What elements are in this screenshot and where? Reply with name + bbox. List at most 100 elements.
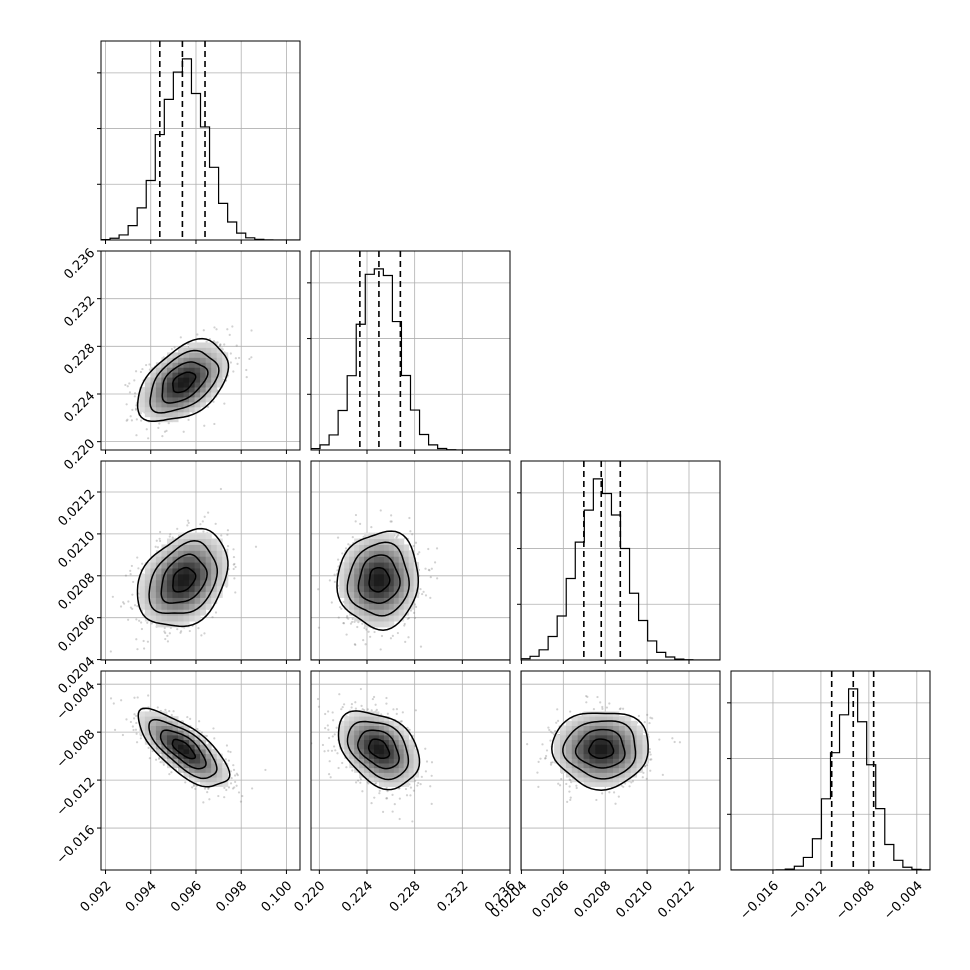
- density-cell: [349, 734, 355, 741]
- sample-point: [162, 763, 165, 766]
- density-cell: [373, 777, 380, 783]
- density-cell: [194, 544, 201, 551]
- density-cell: [200, 544, 207, 551]
- contour-level-0: [368, 567, 391, 593]
- density-cell: [172, 597, 179, 604]
- density-cell: [200, 372, 207, 378]
- density-cell: [178, 734, 185, 741]
- density-cell: [194, 532, 201, 540]
- density-cell: [216, 377, 223, 383]
- density-cell: [211, 538, 218, 545]
- density-cell: [155, 567, 162, 575]
- density-cell: [344, 591, 350, 598]
- density-cell: [205, 362, 212, 368]
- density-cell: [189, 777, 196, 783]
- sample-point: [232, 555, 236, 559]
- density-cell: [155, 367, 162, 373]
- sample-point: [140, 621, 143, 624]
- density-cell: [172, 391, 179, 398]
- sample-point: [131, 593, 134, 596]
- density-cell: [161, 725, 168, 731]
- sample-point: [120, 699, 123, 702]
- sample-point: [147, 471, 149, 473]
- density-cell: [369, 716, 375, 722]
- sample-point: [251, 787, 254, 790]
- sample-point: [133, 395, 136, 398]
- density-cell: [166, 730, 173, 736]
- sample-point: [133, 379, 136, 382]
- sample-point: [133, 713, 136, 716]
- density-cell: [369, 573, 375, 581]
- density-cell: [344, 730, 350, 736]
- density-cell: [205, 567, 212, 575]
- density-cell: [369, 725, 375, 731]
- density-cell: [369, 562, 375, 569]
- density-cell: [359, 739, 365, 745]
- density-cell: [183, 615, 190, 622]
- sample-point: [230, 777, 233, 780]
- sample-point: [217, 794, 220, 798]
- sample-point: [186, 715, 189, 719]
- density-cell: [211, 781, 218, 787]
- density-cell: [211, 391, 218, 398]
- sample-point: [186, 519, 190, 522]
- density-cell: [189, 573, 196, 581]
- density-cell: [200, 401, 207, 408]
- sample-point: [380, 713, 383, 716]
- density-cell: [155, 396, 162, 403]
- sample-point: [202, 530, 205, 533]
- density-cell: [150, 615, 157, 622]
- sample-point: [628, 785, 631, 788]
- sample-point: [398, 797, 401, 800]
- density-cell: [403, 730, 410, 736]
- sample-point: [215, 328, 218, 331]
- contour-level-3: [136, 527, 229, 628]
- density-cell: [373, 585, 380, 593]
- density-cell: [339, 579, 345, 587]
- sample-point: [167, 422, 170, 425]
- density-cell: [172, 562, 179, 569]
- density-cell: [344, 716, 350, 722]
- density-cell: [216, 573, 223, 581]
- density-cell: [383, 591, 390, 598]
- density-cell: [383, 609, 390, 616]
- density-cell: [373, 734, 380, 741]
- sample-point: [229, 361, 232, 364]
- sample-point: [109, 650, 112, 653]
- density-cell: [369, 762, 375, 769]
- density-cell: [339, 744, 345, 750]
- sample-point: [345, 633, 348, 636]
- density-cell: [161, 567, 168, 575]
- density-cell: [194, 748, 201, 755]
- density-cell: [144, 585, 151, 593]
- density-cell: [383, 603, 390, 610]
- sample-point: [366, 708, 369, 711]
- density-cell: [183, 362, 190, 368]
- sample-point: [430, 567, 433, 570]
- density-cell: [200, 550, 207, 557]
- density-cell: [200, 772, 207, 778]
- density-cell: [378, 562, 385, 569]
- density-cell: [378, 725, 385, 731]
- density-cell: [344, 567, 350, 575]
- density-cell: [364, 603, 370, 610]
- sample-point: [212, 400, 215, 403]
- density-cell: [189, 739, 196, 745]
- density-cell: [155, 377, 162, 383]
- sample-point: [393, 803, 396, 806]
- sample-point: [131, 725, 134, 728]
- density-cell: [161, 720, 168, 726]
- density-cell: [354, 573, 360, 581]
- density-cell: [183, 725, 190, 731]
- sample-point: [350, 706, 353, 709]
- sample-point: [405, 794, 409, 797]
- x-tick-label: 0.100: [259, 878, 296, 915]
- density-cell: [222, 781, 229, 787]
- density-cell: [398, 753, 405, 759]
- density-cell: [216, 762, 223, 769]
- sample-point: [407, 636, 410, 639]
- density-cell: [166, 758, 173, 764]
- density-cell: [354, 550, 360, 557]
- scatter-panel-3-0: [100, 670, 301, 871]
- density-cell: [178, 762, 185, 769]
